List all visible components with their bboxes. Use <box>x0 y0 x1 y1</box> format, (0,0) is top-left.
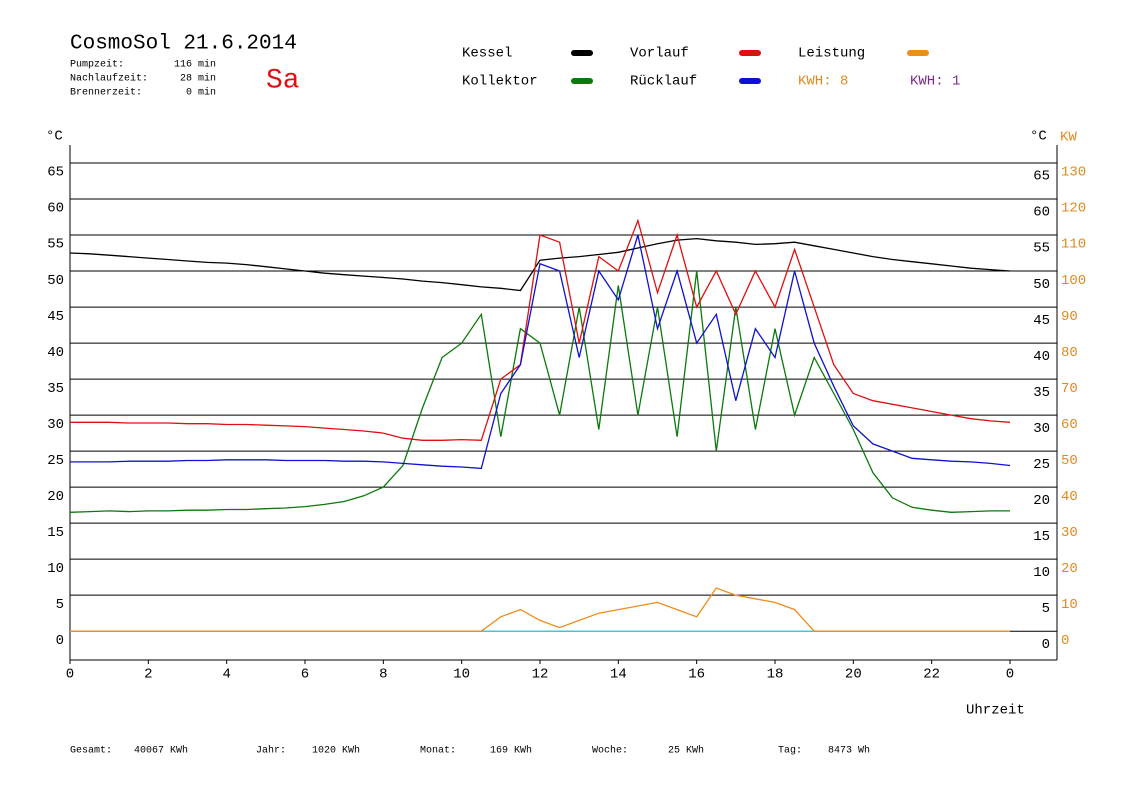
y2-tick-label: 50 <box>1061 453 1078 469</box>
y-tick-label: 35 <box>47 381 64 397</box>
y-tick-label-right: 30 <box>1033 421 1050 437</box>
footer-label: Woche: <box>592 745 628 757</box>
y-tick-label: 0 <box>56 633 64 649</box>
x-tick-label: 10 <box>453 667 470 683</box>
footer-label: Gesamt: <box>70 746 112 757</box>
legend-label: Leistung <box>798 46 865 62</box>
x-tick-label: 0 <box>1006 667 1014 683</box>
stat-label: Nachlaufzeit: <box>70 73 148 85</box>
y-tick-label: 45 <box>47 309 64 325</box>
footer-value: 1020 KWh <box>312 745 360 757</box>
chart-title: CosmoSol 21.6.2014 <box>70 33 297 56</box>
y-tick-label: 30 <box>47 417 64 433</box>
y-tick-label-right: 10 <box>1033 565 1050 581</box>
y2-tick-label: 80 <box>1061 345 1078 361</box>
footer-label: Tag: <box>778 746 802 757</box>
y-tick-label-right: 15 <box>1033 529 1050 545</box>
y-tick-label: 25 <box>47 453 64 469</box>
legend-label: Rücklauf <box>630 74 697 90</box>
series-line <box>69 270 1010 513</box>
series-line <box>70 587 1010 632</box>
legend-label: Kessel <box>462 46 512 62</box>
x-tick-label: 20 <box>845 667 862 683</box>
y-tick-label: 20 <box>47 489 64 505</box>
footer-label: Jahr: <box>256 745 286 757</box>
x-tick-label: 14 <box>610 667 627 683</box>
y-tick-label-right: 40 <box>1033 349 1050 365</box>
kwh-label: KWH: 1 <box>910 74 960 90</box>
y-tick-label-right: 55 <box>1033 241 1050 257</box>
y-tick-label: 50 <box>47 273 64 289</box>
series-line <box>70 218 1011 441</box>
y-unit: °C <box>46 129 63 145</box>
series-line <box>70 234 1011 470</box>
kwh-label: KWH: 8 <box>798 74 848 90</box>
legend-label: Vorlauf <box>630 46 689 62</box>
footer-value: 40067 KWh <box>134 745 188 757</box>
x-tick-label: 12 <box>532 667 549 683</box>
stat-value: 116 min <box>174 59 216 71</box>
footer-label: Monat: <box>420 746 456 757</box>
y-tick-label-right: 5 <box>1042 601 1050 617</box>
y2-tick-label: 20 <box>1061 561 1078 577</box>
footer-value: 25 KWh <box>668 745 704 757</box>
y2-tick-label: 10 <box>1061 597 1078 613</box>
y-unit-right: °C <box>1030 129 1047 145</box>
y-tick-label-right: 45 <box>1033 313 1050 329</box>
x-tick-label: 18 <box>767 667 784 683</box>
y-tick-label: 60 <box>47 201 64 217</box>
y-tick-label-right: 50 <box>1033 277 1050 293</box>
y-tick-label: 55 <box>47 237 64 253</box>
y2-tick-label: 0 <box>1061 633 1069 649</box>
y-tick-label: 5 <box>56 597 64 613</box>
stat-value: 0 min <box>186 87 216 99</box>
y2-tick-label: 70 <box>1061 381 1078 397</box>
x-tick-label: 6 <box>301 667 309 683</box>
day-label: Sa <box>266 65 300 96</box>
legend-label: Kollektor <box>462 74 538 90</box>
y-tick-label-right: 25 <box>1033 457 1050 473</box>
x-tick-label: 0 <box>66 667 74 683</box>
y2-tick-label: 30 <box>1061 525 1078 541</box>
y-tick-label-right: 20 <box>1033 493 1050 509</box>
y2-tick-label: 130 <box>1061 165 1086 181</box>
stat-value: 28 min <box>180 73 216 85</box>
x-tick-label: 8 <box>379 667 387 683</box>
x-tick-label: 16 <box>688 667 705 683</box>
y-tick-label-right: 35 <box>1033 385 1050 401</box>
y2-tick-label: 60 <box>1061 417 1078 433</box>
y2-tick-label: 100 <box>1061 273 1086 289</box>
y-tick-label: 40 <box>47 345 64 361</box>
y2-tick-label: 90 <box>1061 309 1078 325</box>
footer-value: 8473 Wh <box>828 745 870 757</box>
footer-value: 169 KWh <box>490 745 532 757</box>
x-tick-label: 22 <box>923 667 940 683</box>
x-tick-label: 4 <box>222 667 230 683</box>
stat-label: Brennerzeit: <box>70 87 142 99</box>
y2-unit: KW <box>1060 130 1077 146</box>
y-tick-label-right: 65 <box>1033 169 1050 185</box>
y-tick-label: 10 <box>47 561 64 577</box>
y-tick-label-right: 60 <box>1033 205 1050 221</box>
series-line <box>69 237 1011 292</box>
y2-tick-label: 120 <box>1061 201 1086 217</box>
y-tick-label-right: 0 <box>1042 637 1050 653</box>
y-tick-label: 15 <box>47 525 64 541</box>
y2-tick-label: 40 <box>1061 489 1078 505</box>
stat-label: Pumpzeit: <box>70 59 124 71</box>
y-tick-label: 65 <box>47 165 64 181</box>
y2-tick-label: 110 <box>1061 237 1086 253</box>
x-tick-label: 2 <box>144 667 152 683</box>
x-axis-label: Uhrzeit <box>966 703 1025 719</box>
